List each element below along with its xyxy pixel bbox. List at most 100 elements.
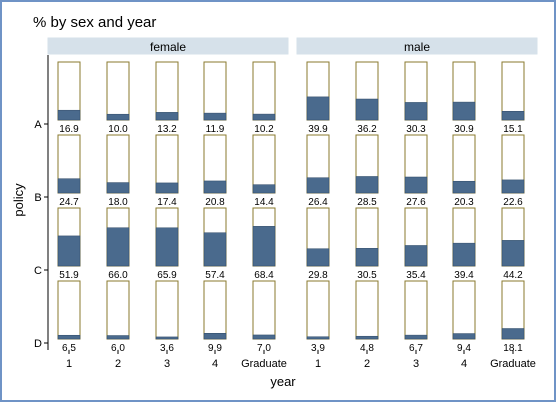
x-tick-label-male-3: 4 (461, 358, 467, 370)
x-tick-label-male-4: Graduate (490, 358, 536, 370)
y-tick-label-A: A (34, 119, 42, 131)
bar-male-D-2 (404, 334, 428, 340)
bar-male-B-2 (404, 176, 428, 194)
value-label-female-B-0: 24.7 (59, 197, 79, 208)
value-label-male-C-3: 39.4 (454, 270, 474, 281)
bar-female-D-4 (252, 334, 276, 340)
value-label-male-C-2: 35.4 (406, 270, 426, 281)
value-label-male-B-1: 28.5 (357, 197, 377, 208)
bar-female-B-3 (203, 180, 227, 194)
value-label-male-B-4: 22.6 (503, 197, 523, 208)
bar-male-D-3 (452, 333, 476, 340)
bar-female-C-2 (155, 227, 179, 267)
bar-male-A-2 (404, 102, 428, 121)
bar-female-C-4 (252, 226, 276, 267)
value-label-female-D-0: 6.5 (62, 343, 76, 354)
value-label-male-C-1: 30.5 (357, 270, 377, 281)
y-tick-label-B: B (34, 192, 41, 204)
bar-male-B-0 (306, 177, 330, 194)
bar-female-A-3 (203, 112, 227, 121)
bar-male-B-4 (501, 179, 525, 194)
value-label-male-D-1: 4.8 (360, 343, 374, 354)
value-label-female-C-2: 65.9 (157, 270, 177, 281)
x-tick-label-female-1: 2 (115, 358, 121, 370)
y-axis-label: policy (11, 183, 26, 217)
bar-male-B-3 (452, 180, 476, 194)
value-label-male-A-2: 30.3 (406, 124, 426, 135)
bar-female-A-4 (252, 113, 276, 121)
bar-female-D-3 (203, 333, 227, 340)
value-label-female-C-0: 51.9 (59, 270, 79, 281)
panels: female 16.9 10.0 13.2 11.9 10.2 24.7 18.0 17.4 20… (34, 37, 538, 370)
value-label-female-D-3: 9.9 (208, 343, 222, 354)
bar-female-C-3 (203, 232, 227, 267)
cell-box-female-D-1 (106, 280, 130, 340)
value-label-female-B-1: 18.0 (108, 197, 128, 208)
value-label-female-A-0: 16.9 (59, 124, 79, 135)
bar-male-C-3 (452, 242, 476, 267)
value-label-male-D-3: 9.4 (457, 343, 471, 354)
x-tick-label-female-2: 3 (164, 358, 170, 370)
value-label-male-C-0: 29.8 (308, 270, 328, 281)
bar-male-C-4 (501, 240, 525, 267)
x-tick-label-male-0: 1 (315, 358, 321, 370)
value-label-female-B-3: 20.8 (205, 197, 225, 208)
value-label-male-A-3: 30.9 (454, 124, 474, 135)
bar-male-A-0 (306, 96, 330, 121)
bar-female-A-1 (106, 113, 130, 121)
x-tick-label-female-4: Graduate (241, 358, 287, 370)
value-label-male-B-0: 26.4 (308, 197, 328, 208)
bar-female-D-0 (57, 334, 81, 340)
value-label-female-C-3: 57.4 (205, 270, 225, 281)
bar-male-B-1 (355, 176, 379, 194)
bar-female-B-0 (57, 178, 81, 194)
bar-female-D-2 (155, 336, 179, 340)
y-tick-label-D: D (34, 338, 42, 350)
bar-female-A-0 (57, 109, 81, 121)
bar-male-D-4 (501, 328, 525, 340)
bar-male-A-3 (452, 101, 476, 121)
value-label-male-D-4: 18.1 (503, 343, 523, 354)
value-label-male-C-4: 44.2 (503, 270, 523, 281)
panel-title-male: male (404, 40, 430, 54)
cell-box-male-D-2 (404, 280, 428, 340)
cell-box-female-D-4 (252, 280, 276, 340)
x-tick-label-female-3: 4 (212, 358, 218, 370)
value-label-female-B-2: 17.4 (157, 197, 177, 208)
bar-male-D-1 (355, 335, 379, 340)
value-label-female-B-4: 14.4 (254, 197, 274, 208)
value-label-female-A-2: 13.2 (157, 124, 177, 135)
bar-female-B-4 (252, 184, 276, 194)
value-label-female-C-4: 68.4 (254, 270, 274, 281)
value-label-female-A-3: 11.9 (206, 124, 225, 135)
value-label-male-D-2: 6.7 (409, 343, 423, 354)
cell-box-male-D-1 (355, 280, 379, 340)
bar-male-C-0 (306, 248, 330, 267)
chart-title: % by sex and year (33, 14, 156, 31)
bar-male-D-0 (306, 336, 330, 340)
bar-male-A-4 (501, 110, 525, 121)
x-tick-label-male-2: 3 (413, 358, 419, 370)
panel-title-female: female (150, 40, 186, 54)
x-tick-label-male-1: 2 (364, 358, 370, 370)
value-label-female-A-1: 10.0 (108, 124, 128, 135)
value-label-male-D-0: 3.9 (311, 343, 325, 354)
value-label-female-D-1: 6.0 (111, 343, 125, 354)
x-axis-label: year (270, 374, 296, 389)
value-label-female-A-4: 10.2 (254, 124, 274, 135)
cell-box-female-A-2 (155, 61, 179, 121)
y-tick-label-C: C (34, 265, 42, 277)
value-label-male-B-3: 20.3 (454, 197, 474, 208)
bar-female-B-1 (106, 182, 130, 194)
value-label-female-D-2: 3.6 (160, 343, 174, 354)
value-label-female-D-4: 7.0 (257, 343, 271, 354)
bar-female-C-1 (106, 227, 130, 267)
cell-box-male-D-0 (306, 280, 330, 340)
bar-female-A-2 (155, 112, 179, 121)
cell-box-female-A-1 (106, 61, 130, 121)
cell-box-female-D-2 (155, 280, 179, 340)
bar-female-D-1 (106, 335, 130, 340)
cell-box-female-A-4 (252, 61, 276, 121)
value-label-male-A-1: 36.2 (357, 124, 377, 135)
